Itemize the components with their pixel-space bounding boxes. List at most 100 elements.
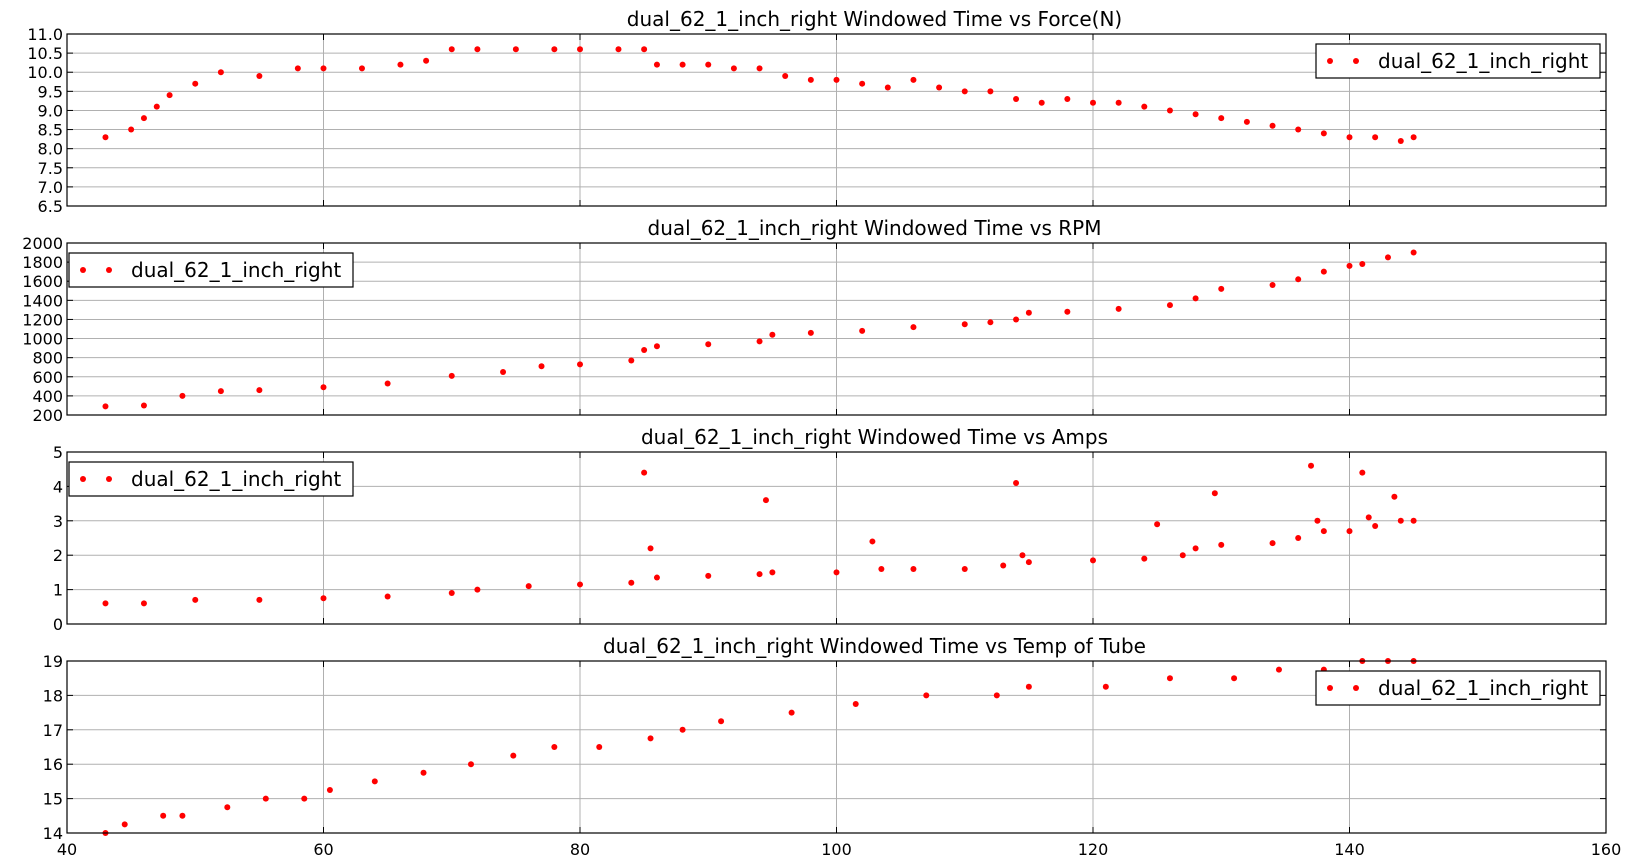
data-point (762, 497, 769, 504)
data-point (320, 595, 327, 602)
data-point (1231, 675, 1238, 682)
data-point (1211, 490, 1218, 497)
data-point (551, 46, 558, 53)
data-point (807, 329, 814, 336)
data-point (1166, 302, 1173, 309)
data-point (358, 65, 365, 72)
data-point (420, 769, 427, 776)
data-point (1025, 683, 1032, 690)
y-tick-label: 200 (32, 406, 63, 425)
legend-marker (1327, 58, 1333, 64)
data-point (448, 372, 455, 379)
data-point (140, 115, 147, 122)
data-point (961, 565, 968, 572)
data-point (1013, 316, 1020, 323)
data-point (910, 324, 917, 331)
data-point (301, 795, 308, 802)
data-point (1192, 295, 1199, 302)
data-point (936, 84, 943, 91)
data-point (1275, 666, 1282, 673)
data-point (987, 88, 994, 95)
y-tick-label: 1600 (22, 272, 63, 291)
data-point (852, 701, 859, 707)
y-tick-label: 400 (32, 387, 63, 406)
y-tick-label: 14 (43, 824, 63, 843)
legend-label: dual_62_1_inch_right (1378, 49, 1588, 73)
y-tick-label: 10.0 (27, 63, 63, 82)
legend-label: dual_62_1_inch_right (131, 467, 341, 491)
data-point (179, 812, 186, 819)
y-tick-label: 1400 (22, 291, 63, 310)
data-point (512, 46, 519, 53)
data-point (500, 369, 507, 375)
y-tick-label: 9.5 (38, 82, 63, 101)
data-point (474, 46, 481, 53)
data-point (474, 586, 481, 593)
data-point (1064, 308, 1071, 315)
data-point (262, 795, 269, 802)
data-point (1295, 535, 1302, 541)
x-tick-label: 60 (313, 840, 333, 859)
data-point (1308, 462, 1315, 469)
data-point (1346, 134, 1353, 141)
y-tick-label: 0 (53, 615, 63, 634)
data-point (1365, 514, 1372, 521)
data-point (525, 583, 532, 590)
data-point (1090, 557, 1096, 564)
y-tick-label: 15 (43, 790, 63, 809)
y-tick-label: 9.0 (38, 101, 63, 120)
data-point (1346, 528, 1353, 535)
data-point (1359, 261, 1366, 268)
legend: dual_62_1_inch_right (1315, 43, 1601, 79)
data-point (1025, 559, 1032, 566)
data-point (140, 402, 147, 409)
data-point (384, 380, 391, 387)
y-tick-label: 18 (43, 686, 63, 705)
data-point (1141, 555, 1148, 562)
legend: dual_62_1_inch_right (68, 461, 354, 497)
data-point (1397, 138, 1404, 145)
data-point (1019, 552, 1026, 559)
data-point (910, 76, 917, 83)
data-point (705, 61, 712, 68)
y-tick-label: 11.0 (27, 25, 63, 44)
data-point (1192, 545, 1199, 552)
data-point (993, 692, 1000, 699)
data-point (679, 726, 686, 733)
data-point (1025, 309, 1032, 316)
data-point (397, 61, 404, 68)
data-point (1166, 107, 1173, 114)
data-point (577, 581, 583, 588)
x-tick-label: 80 (570, 840, 590, 859)
legend-marker (80, 267, 86, 273)
data-point (1410, 249, 1417, 256)
data-point (1013, 95, 1020, 102)
series-markers (102, 462, 1417, 607)
grid (67, 243, 1606, 415)
data-point (910, 565, 917, 572)
legend-label: dual_62_1_inch_right (131, 258, 341, 282)
data-point (160, 812, 167, 819)
data-point (1166, 675, 1173, 682)
data-point (1218, 541, 1225, 548)
legend: dual_62_1_inch_right (1315, 670, 1601, 706)
data-point (1269, 282, 1276, 289)
data-point (128, 126, 135, 133)
data-point (551, 744, 558, 750)
data-point (628, 579, 635, 586)
y-tick-label: 7.5 (38, 159, 63, 178)
data-point (326, 787, 333, 793)
data-point (807, 76, 814, 83)
data-point (1218, 115, 1225, 122)
legend-box (1315, 670, 1601, 706)
legend-marker (106, 267, 112, 273)
data-point (179, 392, 186, 399)
data-point (769, 569, 776, 576)
data-point (192, 80, 199, 87)
data-point (718, 718, 725, 725)
data-point (1320, 268, 1327, 275)
data-point (641, 347, 648, 354)
data-point (1154, 521, 1161, 528)
data-point (1320, 528, 1327, 535)
data-point (1346, 262, 1353, 269)
